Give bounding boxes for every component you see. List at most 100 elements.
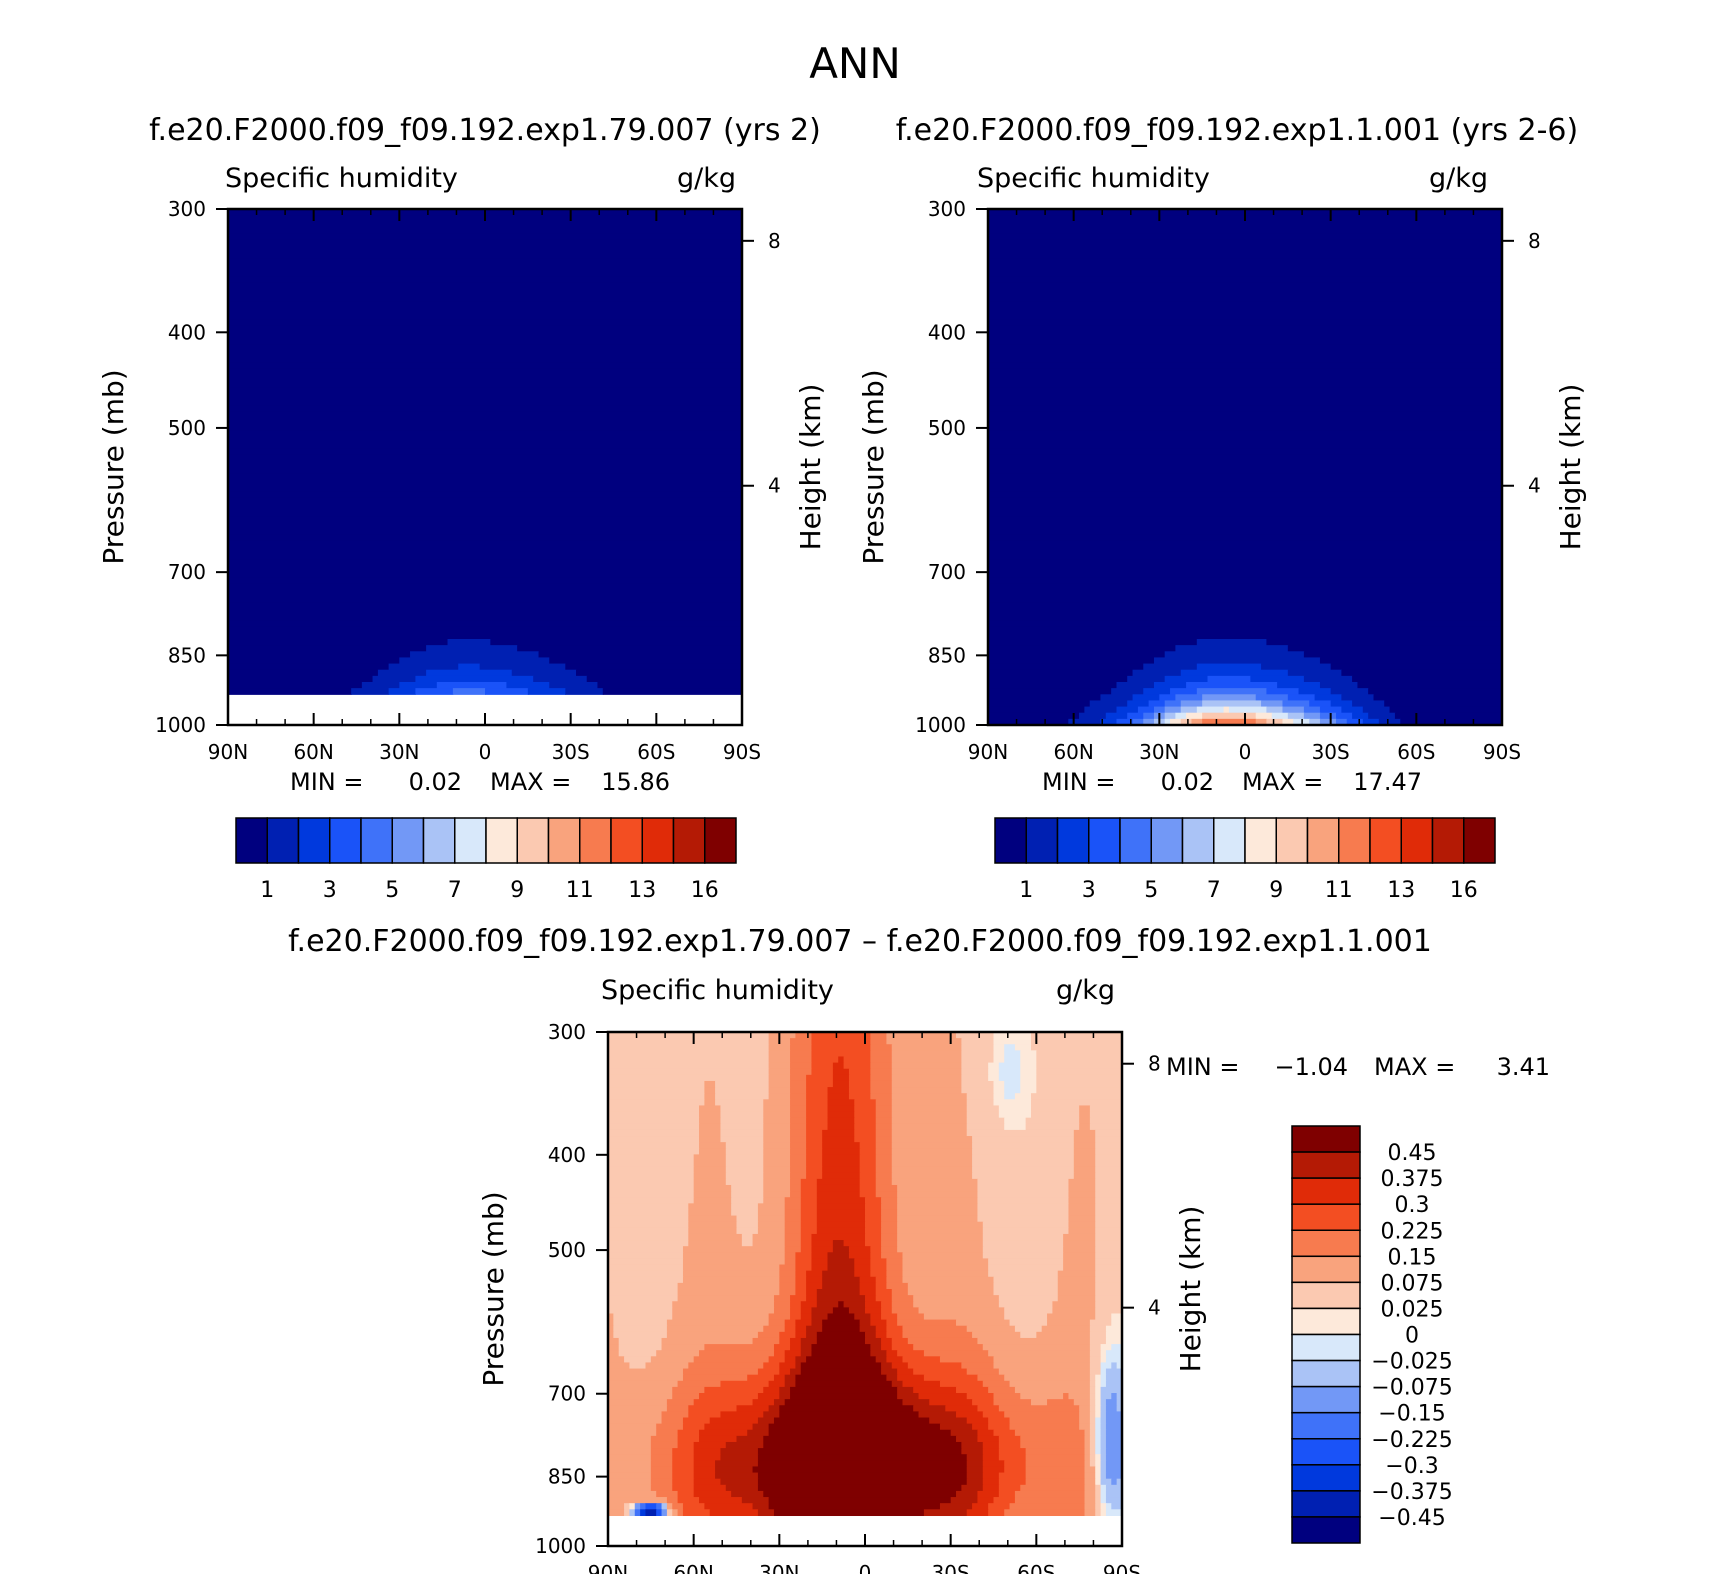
panel-2-plot-area: [988, 209, 1503, 726]
panel-1-units: g/kg: [677, 163, 736, 194]
y-tick-label: 500: [168, 416, 206, 440]
colorbar-swatch: [1291, 1464, 1361, 1492]
panel-3-colorbar: 0.450.3750.30.2250.150.0750.0250−0.025−0…: [1291, 1125, 1453, 1544]
colorbar-swatch: [579, 817, 612, 864]
x-tick-label: 90S: [723, 740, 761, 764]
panel-1-title: f.e20.F2000.f09_f09.192.exp1.79.007 (yrs…: [149, 113, 821, 148]
y-tick-label: 500: [928, 416, 966, 440]
colorbar-label: 13: [1387, 878, 1415, 903]
y-right-axis-label: Height (km): [1174, 1206, 1207, 1373]
y-tick-label: 1000: [535, 1534, 586, 1558]
colorbar-label: 7: [1207, 878, 1221, 903]
colorbar-swatch: [1213, 817, 1246, 864]
y-tick-label: 400: [928, 320, 966, 344]
y-tick-label: 400: [548, 1143, 586, 1167]
panel-3-min-label: MIN =: [1166, 1053, 1239, 1081]
colorbar-swatch: [1291, 1438, 1361, 1466]
colorbar-label: 0.075: [1381, 1271, 1444, 1296]
colorbar-label: 0.225: [1381, 1219, 1444, 1244]
panel-2-max-value: 17.47: [1353, 768, 1422, 796]
x-tick-label: 30S: [932, 1561, 970, 1574]
y-tick-label: 300: [168, 197, 206, 221]
x-tick-label: 0: [479, 740, 492, 764]
colorbar-swatch: [1291, 1255, 1361, 1284]
colorbar-swatch: [1291, 1385, 1361, 1414]
x-tick-label: 60S: [637, 740, 675, 764]
y-axis-label: Pressure (mb): [477, 1191, 510, 1386]
x-tick-label: 30S: [552, 740, 590, 764]
colorbar-swatch: [516, 817, 550, 864]
panel-2-min-value: 0.02: [1161, 768, 1214, 796]
colorbar-swatch: [1431, 817, 1465, 864]
x-tick-label: 0: [1239, 740, 1252, 764]
panel-2-min-label: MIN =: [1042, 768, 1115, 796]
y-tick-label: 1000: [155, 713, 206, 737]
colorbar-label: 0: [1405, 1324, 1419, 1349]
colorbar-label: −0.025: [1371, 1350, 1452, 1375]
colorbar-swatch: [1291, 1203, 1361, 1231]
y-right-tick-label: 8: [1528, 229, 1541, 253]
panel-1-max-value: 15.86: [601, 768, 670, 796]
x-tick-label: 60S: [1397, 740, 1435, 764]
colorbar-label: −0.15: [1378, 1402, 1445, 1427]
colorbar-label: 7: [448, 878, 462, 903]
colorbar-label: −0.3: [1385, 1454, 1438, 1479]
x-tick-label: 0: [859, 1561, 872, 1574]
colorbar-label: 11: [566, 878, 594, 903]
panel-3: f.e20.F2000.f09_f09.192.exp1.79.007 – f.…: [288, 924, 1550, 1574]
y-tick-label: 300: [548, 1020, 586, 1044]
colorbar-swatch: [235, 817, 268, 864]
colorbar-swatch: [1291, 1359, 1361, 1388]
y-right-tick-label: 4: [768, 474, 781, 498]
colorbar-swatch: [1150, 817, 1184, 864]
colorbar-swatch: [1369, 817, 1402, 864]
colorbar-label: 1: [1019, 878, 1033, 903]
panel-1-contour-fill: [228, 209, 743, 695]
panel-2-colorbar: 1 3 5 7 9 11 13 16: [994, 817, 1496, 903]
colorbar-label: 0.375: [1381, 1167, 1444, 1192]
x-tick-label: 60S: [1017, 1561, 1055, 1574]
panel-3-axes: 90N 60N 30N 0 30S 60S 90S 300 400 500 700 850 1000 8 4…: [477, 1020, 1207, 1574]
y-tick-label: 700: [168, 560, 206, 584]
y-tick-label: 400: [168, 320, 206, 344]
colorbar-swatch: [1291, 1177, 1361, 1205]
colorbar-swatch: [1291, 1281, 1361, 1310]
colorbar-swatch: [297, 817, 331, 864]
panel-3-max-label: MAX =: [1374, 1053, 1455, 1081]
colorbar-swatch: [704, 817, 737, 864]
x-tick-label: 60N: [293, 740, 333, 764]
colorbar-label: 9: [1269, 878, 1283, 903]
y-right-tick-label: 4: [1148, 1296, 1161, 1320]
x-tick-label: 90N: [208, 740, 248, 764]
panel-2: f.e20.F2000.f09_f09.192.exp1.1.001 (yrs …: [857, 113, 1587, 903]
colorbar-swatch: [994, 817, 1027, 864]
x-tick-label: 90N: [968, 740, 1008, 764]
panel-1-min-label: MIN =: [290, 768, 363, 796]
x-tick-label: 60N: [1053, 740, 1093, 764]
y-right-axis-label: Height (km): [1554, 384, 1587, 551]
colorbar-swatch: [610, 817, 643, 864]
y-right-tick-label: 4: [1528, 474, 1541, 498]
colorbar-swatch: [1244, 817, 1277, 864]
colorbar-swatch: [1291, 1307, 1361, 1336]
colorbar-swatch: [1119, 817, 1152, 864]
colorbar-swatch: [1338, 817, 1371, 864]
y-tick-label: 700: [928, 560, 966, 584]
colorbar-swatch: [1291, 1490, 1361, 1518]
colorbar-swatch: [1088, 817, 1121, 864]
colorbar-swatch: [329, 817, 362, 864]
colorbar-swatch: [1291, 1125, 1361, 1153]
colorbar-label: 16: [1450, 878, 1478, 903]
y-axis-label: Pressure (mb): [857, 369, 890, 564]
colorbar-swatch: [641, 817, 675, 864]
y-tick-label: 700: [548, 1382, 586, 1406]
colorbar-swatch: [1275, 817, 1309, 864]
panel-2-axes: 90N 60N 30N 0 30S 60S 90S 300 400 500 700 850 1000 8 4…: [857, 197, 1587, 764]
colorbar-swatch: [454, 817, 487, 864]
panel-3-min-value: −1.04: [1274, 1053, 1348, 1081]
colorbar-label: 3: [323, 878, 337, 903]
panel-1-colorbar: 1 3 5 7 9 11 13 16: [235, 817, 737, 903]
panel-1-plot-area: [228, 209, 743, 695]
colorbar-swatch: [1291, 1333, 1361, 1362]
